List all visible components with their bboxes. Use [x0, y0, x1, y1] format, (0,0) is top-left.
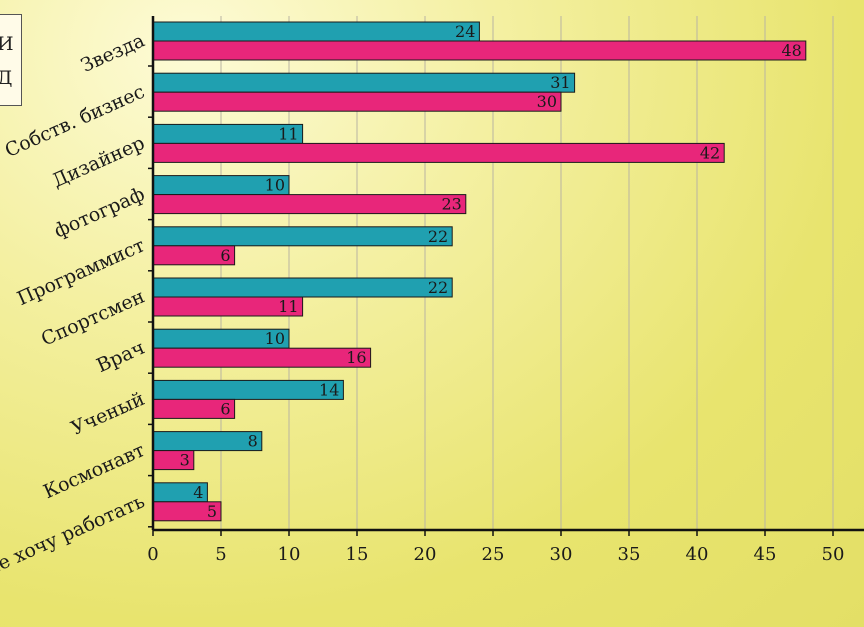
category-label: Врач [93, 337, 148, 377]
data-label: 16 [346, 348, 366, 367]
x-tick-label: 50 [822, 544, 845, 565]
data-label: 23 [441, 195, 461, 214]
data-label: 31 [550, 73, 570, 92]
bar [152, 40, 807, 61]
data-label: 4 [193, 483, 203, 502]
x-tick-label: 15 [346, 544, 369, 565]
category-label: фотограф [51, 183, 148, 242]
data-label: 14 [319, 380, 339, 399]
axes [148, 16, 864, 536]
x-tick-label: 40 [686, 544, 709, 565]
data-label: 22 [428, 227, 448, 246]
bar [152, 21, 480, 42]
bar [152, 91, 562, 112]
bar [152, 226, 453, 247]
category-label: Дизайнер [49, 132, 148, 192]
data-label: 3 [180, 451, 190, 470]
category-label: Ученый [68, 388, 148, 440]
x-tick-label: 45 [754, 544, 777, 565]
bars [152, 21, 807, 522]
data-label: 48 [781, 41, 801, 60]
bar [152, 194, 467, 215]
x-tick-label: 10 [278, 544, 301, 565]
data-label: 42 [700, 143, 720, 162]
category-label: Не хочу работать [0, 490, 148, 581]
legend-box: И Д [0, 14, 22, 106]
data-label: 10 [265, 329, 285, 348]
legend-fragment: Д [0, 67, 12, 89]
bar [152, 347, 372, 368]
x-tick-label: 25 [482, 544, 505, 565]
x-tick-label: 35 [618, 544, 641, 565]
data-label: 10 [265, 176, 285, 195]
bar [152, 277, 453, 298]
bar [152, 72, 576, 93]
category-label: Звезда [78, 29, 148, 76]
data-label: 11 [278, 124, 298, 143]
data-label: 6 [220, 246, 230, 265]
bar [152, 379, 344, 400]
data-label: 11 [278, 297, 298, 316]
data-label: 5 [207, 502, 217, 521]
x-tick-label: 20 [414, 544, 437, 565]
bar [152, 431, 263, 452]
data-label: 6 [220, 399, 230, 418]
x-tick-label: 5 [215, 544, 226, 565]
x-tick-label: 0 [147, 544, 158, 565]
data-label: 22 [428, 278, 448, 297]
x-tick-labels: 0 5 10 15 20 25 30 35 40 45 50 [147, 544, 844, 565]
data-label: 30 [537, 92, 557, 111]
data-label: 24 [455, 22, 475, 41]
data-label: 8 [248, 432, 258, 451]
x-tick-label: 30 [550, 544, 573, 565]
legend-fragment: И [0, 33, 14, 55]
bar [152, 142, 725, 163]
